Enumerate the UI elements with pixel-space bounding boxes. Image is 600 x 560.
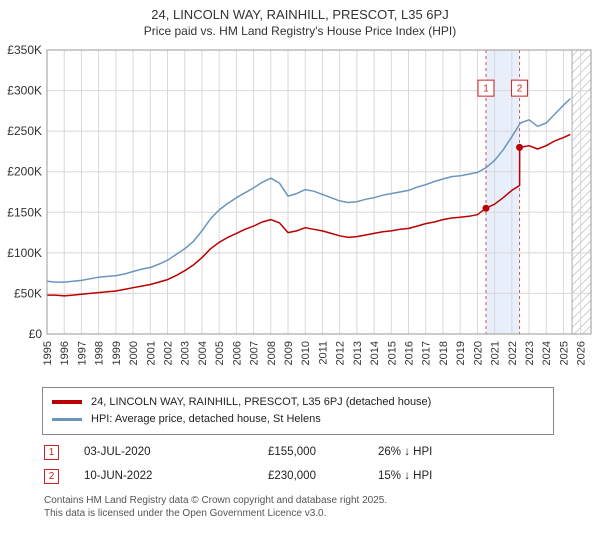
- transaction-2-marker: 2: [44, 468, 59, 484]
- svg-text:1999: 1999: [111, 341, 123, 365]
- svg-text:2004: 2004: [197, 341, 209, 365]
- svg-text:1995: 1995: [42, 341, 54, 365]
- hpi-line-swatch: [52, 417, 82, 421]
- svg-text:2017: 2017: [421, 341, 433, 365]
- legend-label-hpi: HPI: Average price, detached house, St H…: [91, 413, 321, 426]
- transaction-row-1: 1 03-JUL-2020 £155,000 26% ↓ HPI: [44, 444, 600, 460]
- transaction-1-marker: 1: [44, 444, 59, 460]
- svg-text:2009: 2009: [283, 341, 295, 365]
- svg-text:2011: 2011: [317, 341, 329, 365]
- svg-text:2014: 2014: [369, 341, 381, 365]
- legend-item-property: 24, LINCOLN WAY, RAINHILL, PRESCOT, L35 …: [52, 394, 544, 411]
- svg-text:2019: 2019: [455, 341, 467, 365]
- footer-line-2: This data is licensed under the Open Gov…: [44, 507, 327, 519]
- svg-text:2010: 2010: [300, 341, 312, 365]
- chart-legend: 24, LINCOLN WAY, RAINHILL, PRESCOT, L35 …: [42, 386, 554, 435]
- svg-text:2001: 2001: [145, 341, 157, 365]
- svg-text:2003: 2003: [180, 341, 192, 365]
- transaction-row-2: 2 10-JUN-2022 £230,000 15% ↓ HPI: [44, 468, 600, 484]
- transaction-2-date: 10-JUN-2022: [84, 470, 153, 483]
- svg-text:2018: 2018: [438, 341, 450, 365]
- svg-text:2013: 2013: [352, 341, 364, 365]
- transaction-2-price: £230,000: [268, 470, 316, 483]
- transactions-list: 1 03-JUL-2020 £155,000 26% ↓ HPI 2 10-JU…: [44, 444, 600, 484]
- page-subtitle: Price paid vs. HM Land Registry's House …: [143, 24, 457, 39]
- svg-text:£50K: £50K: [14, 286, 42, 300]
- transaction-1-price: £155,000: [268, 446, 316, 459]
- svg-text:£250K: £250K: [7, 124, 42, 138]
- svg-text:1: 1: [483, 83, 489, 94]
- svg-text:£150K: £150K: [7, 205, 42, 219]
- svg-text:2024: 2024: [541, 341, 553, 365]
- svg-text:1998: 1998: [94, 341, 106, 365]
- transaction-1-date: 03-JUL-2020: [84, 446, 151, 459]
- svg-text:2015: 2015: [386, 341, 398, 365]
- svg-text:2: 2: [517, 83, 523, 94]
- svg-text:£350K: £350K: [7, 43, 42, 57]
- svg-text:2021: 2021: [490, 341, 502, 365]
- legend-item-hpi: HPI: Average price, detached house, St H…: [52, 411, 544, 428]
- page-title: 24, LINCOLN WAY, RAINHILL, PRESCOT, L35 …: [151, 7, 449, 22]
- svg-text:2016: 2016: [404, 341, 416, 365]
- svg-text:2007: 2007: [249, 341, 261, 365]
- transaction-2-hpi-delta: 15% ↓ HPI: [378, 470, 433, 483]
- transaction-1-hpi-delta: 26% ↓ HPI: [378, 446, 433, 459]
- svg-text:2012: 2012: [335, 341, 347, 365]
- svg-text:2005: 2005: [214, 341, 226, 365]
- footer-line-1: Contains HM Land Registry data © Crown c…: [44, 494, 388, 506]
- svg-text:£0: £0: [29, 327, 43, 341]
- price-chart: 1 2 £0 £50K £100K £150K £200K £250K £300K £350K 19…: [7, 43, 592, 365]
- svg-text:£200K: £200K: [7, 164, 42, 178]
- svg-text:£100K: £100K: [7, 246, 42, 260]
- svg-text:2022: 2022: [507, 341, 519, 365]
- svg-text:2020: 2020: [472, 341, 484, 365]
- svg-text:1996: 1996: [59, 341, 71, 365]
- svg-text:2006: 2006: [231, 341, 243, 365]
- svg-text:1997: 1997: [76, 341, 88, 365]
- svg-text:2026: 2026: [576, 341, 588, 365]
- svg-text:2002: 2002: [163, 341, 175, 365]
- legend-label-property: 24, LINCOLN WAY, RAINHILL, PRESCOT, L35 …: [91, 396, 432, 409]
- license-footer: Contains HM Land Registry data © Crown c…: [44, 494, 600, 520]
- property-line-swatch: [52, 400, 82, 405]
- svg-text:2000: 2000: [128, 341, 140, 365]
- svg-text:2008: 2008: [266, 341, 278, 365]
- svg-text:2025: 2025: [558, 341, 570, 365]
- svg-text:£300K: £300K: [7, 83, 42, 97]
- svg-text:2023: 2023: [524, 341, 536, 365]
